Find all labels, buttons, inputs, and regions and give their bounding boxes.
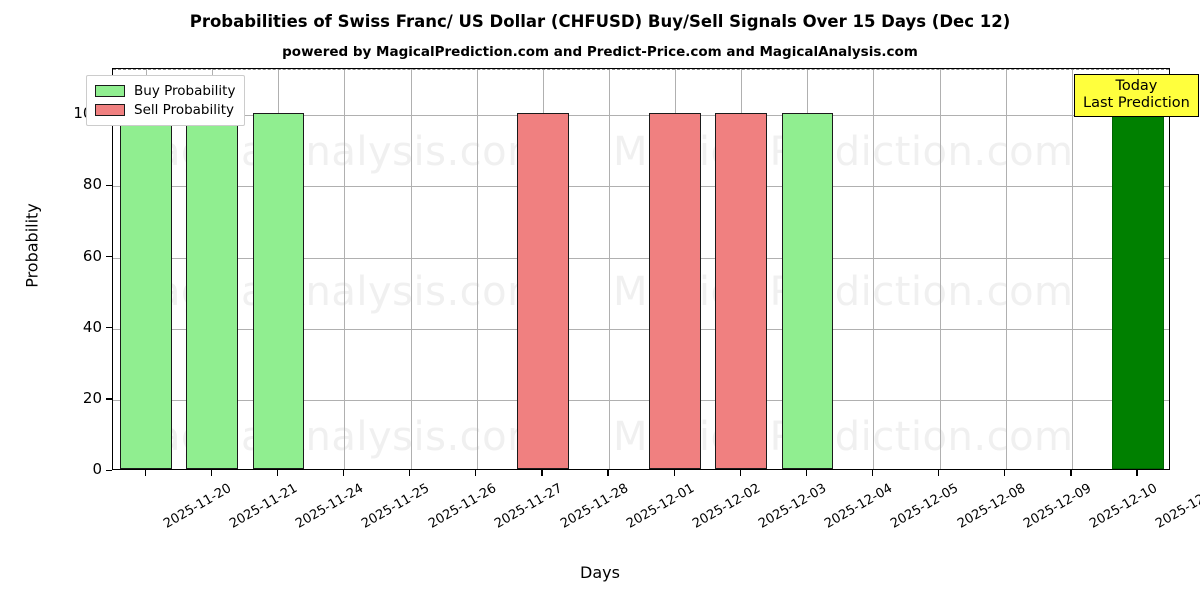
x-tick-mark bbox=[1136, 470, 1138, 476]
x-tick-label: 2025-12-04 bbox=[822, 481, 896, 532]
x-tick-label: 2025-11-24 bbox=[293, 481, 367, 532]
gridline-vertical bbox=[344, 69, 346, 469]
y-tick-label: 40 bbox=[82, 317, 102, 336]
gridline-horizontal bbox=[113, 399, 1169, 401]
gridline-horizontal bbox=[113, 328, 1169, 330]
x-tick-label: 2025-11-27 bbox=[491, 481, 565, 532]
bar-buy bbox=[781, 113, 834, 469]
y-tick-label: 60 bbox=[82, 246, 102, 265]
y-tick-mark bbox=[106, 469, 112, 471]
gridline-vertical bbox=[1071, 69, 1073, 469]
x-tick-mark bbox=[739, 470, 741, 476]
chart-legend: Buy Probability Sell Probability bbox=[86, 75, 246, 126]
x-tick-mark bbox=[210, 470, 212, 476]
gridline-vertical bbox=[939, 69, 941, 469]
x-tick-mark bbox=[475, 470, 477, 476]
legend-swatch bbox=[95, 103, 125, 116]
y-tick-label: 20 bbox=[82, 388, 102, 407]
chart-title: Probabilities of Swiss Franc/ US Dollar … bbox=[189, 12, 1011, 31]
x-tick-label: 2025-11-25 bbox=[359, 481, 433, 532]
legend-label: Sell Probability bbox=[134, 101, 235, 118]
x-tick-mark bbox=[871, 470, 874, 476]
x-tick-mark bbox=[1004, 470, 1006, 476]
x-tick-mark bbox=[938, 470, 940, 476]
x-tick-mark bbox=[409, 470, 411, 476]
y-tick-label: 0 bbox=[92, 460, 102, 478]
x-tick-mark bbox=[805, 470, 808, 476]
x-tick-label: 2025-11-21 bbox=[227, 481, 301, 532]
gridline-horizontal bbox=[113, 115, 1169, 117]
gridline-horizontal bbox=[113, 186, 1169, 188]
y-tick-mark bbox=[106, 398, 112, 400]
plot-inner: MagicalAnalysis.com MagicalPrediction.com… bbox=[113, 69, 1169, 469]
legend-item[interactable]: Sell Probability bbox=[95, 100, 235, 119]
chart-subtitle: powered by MagicalPrediction.com and Pre… bbox=[282, 44, 918, 60]
x-tick-mark bbox=[1070, 470, 1072, 476]
bar-buy bbox=[120, 113, 172, 469]
x-tick-label: 2025-12-10 bbox=[1086, 481, 1160, 532]
x-tick-mark bbox=[673, 470, 675, 476]
x-tick-label: 2025-12-09 bbox=[1020, 481, 1094, 532]
x-axis-label: Days bbox=[580, 563, 620, 582]
x-tick-label: 2025-11-20 bbox=[161, 481, 235, 532]
today-annotation-line2: Last Prediction bbox=[1083, 95, 1190, 112]
x-tick-mark bbox=[144, 470, 146, 476]
bar-sell bbox=[517, 113, 569, 469]
gridline-vertical bbox=[410, 69, 412, 469]
bar-today bbox=[1112, 113, 1164, 469]
y-axis-label: Probability bbox=[22, 203, 42, 288]
legend-label: Buy Probability bbox=[134, 82, 236, 99]
bar-sell bbox=[649, 113, 701, 469]
x-tick-mark bbox=[607, 470, 609, 476]
x-tick-label: 2025-12-11 bbox=[1153, 481, 1200, 532]
y-tick-mark bbox=[106, 184, 112, 187]
x-tick-label: 2025-12-02 bbox=[690, 481, 764, 532]
legend-swatch bbox=[95, 84, 125, 97]
x-tick-label: 2025-11-26 bbox=[425, 481, 499, 532]
today-annotation: Today Last Prediction bbox=[1074, 74, 1199, 118]
bar-sell bbox=[715, 113, 767, 469]
plot-area: MagicalAnalysis.com MagicalPrediction.com… bbox=[112, 68, 1170, 470]
y-tick-mark bbox=[106, 327, 112, 329]
x-tick-label: 2025-11-28 bbox=[557, 481, 631, 532]
y-tick-mark bbox=[106, 256, 112, 258]
gridline-vertical bbox=[476, 69, 478, 469]
bar-buy bbox=[186, 113, 238, 469]
x-tick-label: 2025-12-08 bbox=[954, 481, 1028, 532]
reference-line bbox=[113, 69, 1169, 70]
bar-buy bbox=[252, 113, 305, 469]
gridline-vertical bbox=[1005, 69, 1007, 469]
legend-item[interactable]: Buy Probability bbox=[95, 81, 235, 100]
watermark: MagicalAnalysis.com bbox=[121, 269, 547, 315]
x-tick-mark bbox=[541, 470, 543, 476]
watermark: MagicalAnalysis.com bbox=[121, 129, 547, 175]
x-tick-label: 2025-12-01 bbox=[624, 481, 697, 532]
x-tick-label: 2025-12-05 bbox=[888, 481, 962, 532]
x-tick-label: 2025-12-03 bbox=[756, 481, 830, 532]
y-tick-label: 80 bbox=[82, 175, 102, 194]
gridline-horizontal bbox=[113, 257, 1169, 259]
x-tick-mark bbox=[342, 470, 345, 476]
x-tick-mark bbox=[276, 470, 279, 476]
watermark: MagicalAnalysis.com bbox=[121, 414, 547, 460]
gridline-vertical bbox=[608, 69, 610, 469]
today-annotation-line1: Today bbox=[1115, 78, 1158, 94]
gridline-vertical bbox=[873, 69, 875, 469]
